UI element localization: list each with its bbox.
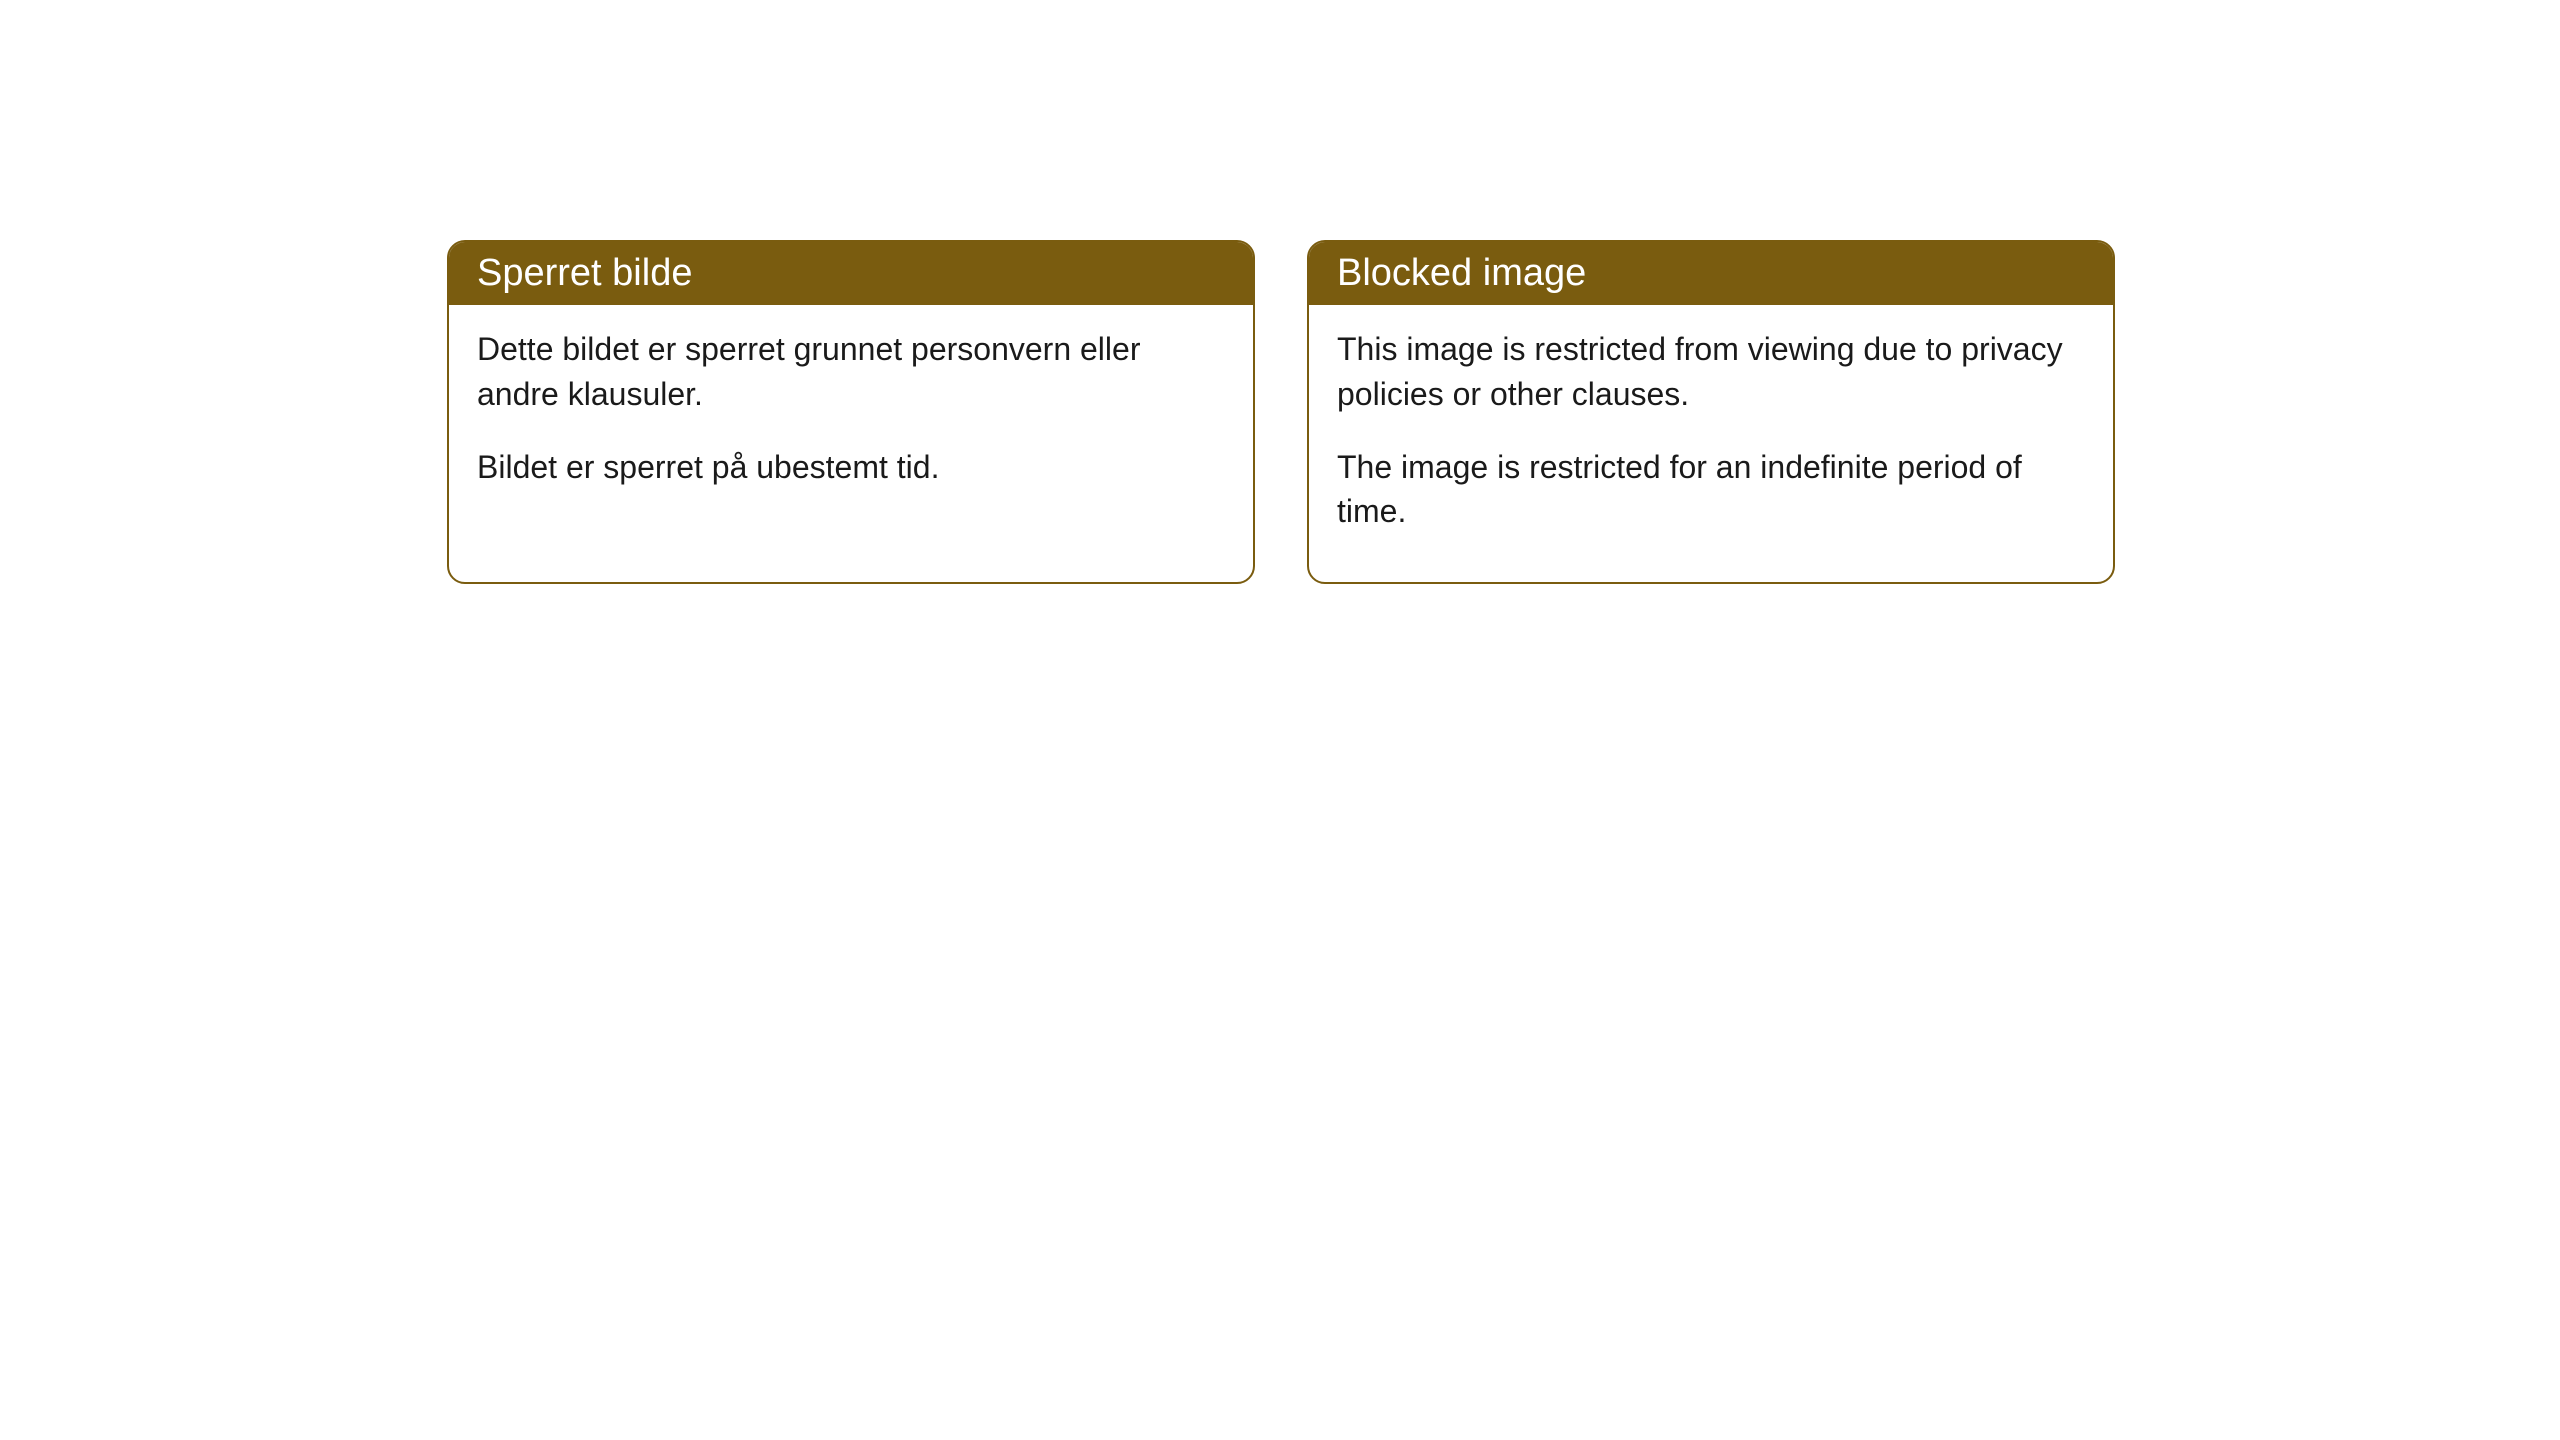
notice-card-english: Blocked image This image is restricted f…: [1307, 240, 2115, 584]
notice-body: Dette bildet er sperret grunnet personve…: [449, 305, 1253, 537]
notice-header: Sperret bilde: [449, 242, 1253, 305]
notice-container: Sperret bilde Dette bildet er sperret gr…: [447, 240, 2115, 584]
notice-card-norwegian: Sperret bilde Dette bildet er sperret gr…: [447, 240, 1255, 584]
notice-paragraph: Bildet er sperret på ubestemt tid.: [477, 445, 1225, 490]
notice-header: Blocked image: [1309, 242, 2113, 305]
notice-title: Blocked image: [1337, 252, 1586, 294]
notice-title: Sperret bilde: [477, 252, 692, 294]
notice-paragraph: This image is restricted from viewing du…: [1337, 327, 2085, 417]
notice-body: This image is restricted from viewing du…: [1309, 305, 2113, 582]
notice-paragraph: Dette bildet er sperret grunnet personve…: [477, 327, 1225, 417]
notice-paragraph: The image is restricted for an indefinit…: [1337, 445, 2085, 535]
